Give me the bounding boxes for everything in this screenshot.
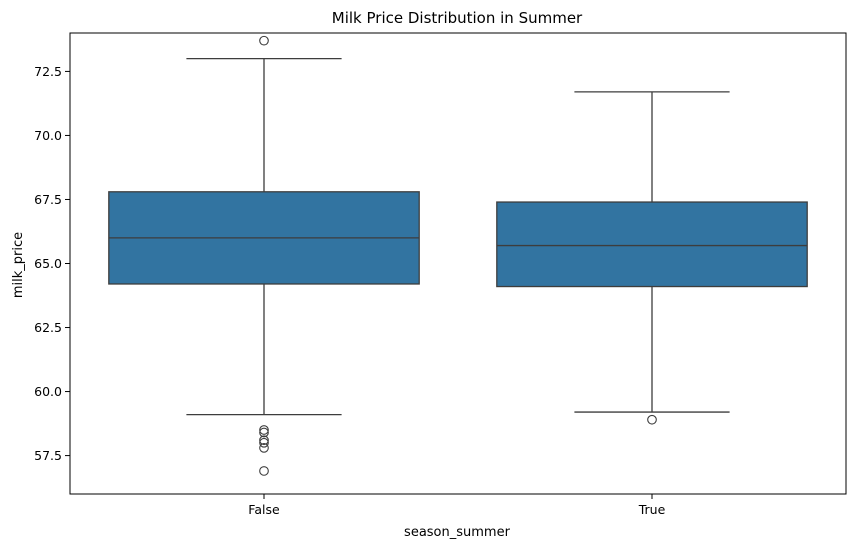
x-axis-label: season_summer <box>404 525 511 540</box>
outlier-point <box>259 466 269 476</box>
plot-frame <box>69 32 847 495</box>
y-tick-label: 67.5 <box>34 192 62 207</box>
y-axis: 57.5 60.0 62.5 65.0 67.5 70.0 72.5 <box>34 64 70 463</box>
outlier-point <box>259 427 269 438</box>
outlier-point <box>259 437 269 448</box>
chart-title: Milk Price Distribution in Summer <box>332 9 583 27</box>
outlier-point <box>647 414 657 425</box>
y-axis-label: milk_price <box>11 232 26 298</box>
x-tick-label: True <box>638 502 666 517</box>
y-tick-label: 70.0 <box>34 128 62 143</box>
plot-area <box>108 35 808 476</box>
y-tick-label: 57.5 <box>34 448 62 463</box>
outlier-point <box>259 443 269 453</box>
x-tick-label: False <box>248 502 280 517</box>
outlier-point <box>259 435 269 446</box>
y-tick-label: 60.0 <box>34 384 62 399</box>
outlier-point <box>259 35 269 46</box>
y-tick-label: 65.0 <box>34 256 62 271</box>
box-group-false <box>108 35 420 476</box>
x-axis: False True <box>248 494 666 517</box>
y-tick-label: 72.5 <box>34 64 62 79</box>
outlier-point <box>259 425 269 435</box>
box-group-true <box>496 91 808 425</box>
box-iqr <box>496 201 808 288</box>
y-tick-label: 62.5 <box>34 320 62 335</box>
